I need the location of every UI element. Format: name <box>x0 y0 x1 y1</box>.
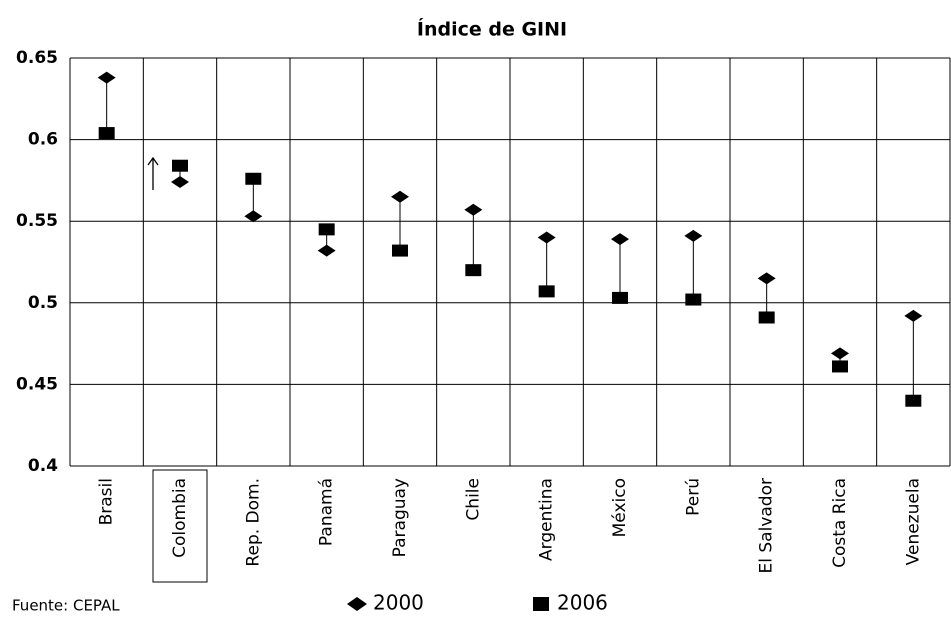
x-tick-label: Argentina <box>537 478 557 561</box>
y-tick-label: 0.65 <box>16 48 58 68</box>
diamond-marker <box>611 233 629 246</box>
y-tick-label: 0.6 <box>28 130 58 150</box>
x-tick-label: Perú <box>683 478 703 516</box>
chart-title: Índice de GINI <box>417 18 567 41</box>
x-tick-label: Panamá <box>317 478 337 546</box>
diamond-marker <box>904 309 923 322</box>
x-tick-label: Costa Rica <box>830 478 850 568</box>
diamond-marker <box>757 272 776 285</box>
x-tick-label: Brasil <box>97 478 117 525</box>
square-marker <box>832 360 848 373</box>
square-marker <box>392 244 408 257</box>
y-tick-label: 0.55 <box>16 211 58 231</box>
x-tick-label: El Salvador <box>757 478 777 573</box>
square-marker <box>612 291 628 304</box>
square-marker <box>758 311 775 324</box>
x-tick-label: Rep. Dom. <box>243 478 263 567</box>
legend-label: 2000 <box>373 591 424 615</box>
legend-marker <box>533 597 549 611</box>
x-tick-label: Venezuela <box>903 478 923 565</box>
diamond-marker <box>97 71 116 84</box>
x-tick-label: Paraguay <box>390 478 410 557</box>
diamond-marker <box>317 244 336 257</box>
highlight-box <box>152 469 208 583</box>
square-marker <box>685 293 702 306</box>
square-marker <box>172 159 188 172</box>
square-marker <box>465 264 482 277</box>
square-marker <box>538 285 555 298</box>
square-marker <box>905 394 922 407</box>
arrow <box>147 156 159 190</box>
legend-marker <box>347 597 367 611</box>
y-tick-label: 0.5 <box>28 293 58 313</box>
diamond-marker <box>244 210 263 223</box>
diamond-marker <box>537 231 556 244</box>
x-tick-label: Colombia <box>170 478 190 558</box>
square-marker <box>318 223 335 236</box>
x-tick-label: Chile <box>463 478 483 521</box>
x-tick-label: México <box>610 478 630 537</box>
legend-label: 2006 <box>557 591 608 615</box>
diamond-marker <box>684 229 703 242</box>
square-marker <box>98 127 115 140</box>
diamond-marker <box>391 190 409 203</box>
y-tick-label: 0.45 <box>16 374 58 394</box>
source: Fuente: CEPAL <box>12 597 120 615</box>
diamond-marker <box>831 347 849 360</box>
y-tick-label: 0.4 <box>28 456 58 476</box>
square-marker <box>245 172 262 185</box>
diamond-marker <box>171 176 189 189</box>
diamond-marker <box>464 203 483 216</box>
